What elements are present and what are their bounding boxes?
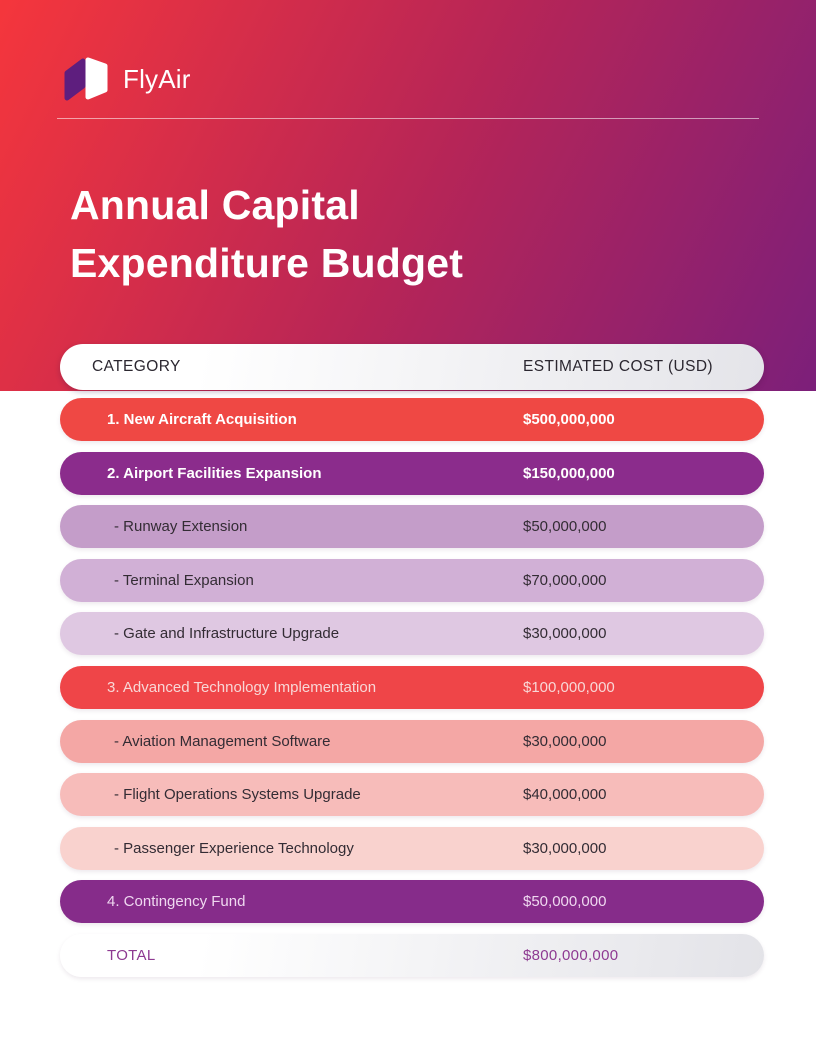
row-cost-value: $500,000,000	[523, 411, 615, 428]
header-divider-line	[57, 118, 759, 119]
row-cost-value: $70,000,000	[523, 571, 607, 589]
row-category-label: 1. New Aircraft Acquisition	[107, 411, 297, 428]
page-title-line-1: Annual Capital	[70, 182, 360, 228]
row-category-label: - Gate and Infrastructure Upgrade	[114, 625, 340, 643]
table-row: - Passenger Experience Technology $30,00…	[60, 826, 764, 870]
row-cost-value: $40,000,000	[523, 786, 607, 804]
row-cost-value: $30,000,000	[523, 732, 607, 750]
table-row: - Terminal Expansion $70,000,000	[60, 558, 764, 602]
row-cost-value: $150,000,000	[523, 464, 615, 482]
row-cost-value: $50,000,000	[523, 518, 607, 536]
row-cost-value: $100,000,000	[523, 678, 615, 696]
row-category-label: TOTAL	[107, 946, 156, 964]
budget-table-body: 1. New Aircraft Acquisition $500,000,000…	[60, 398, 764, 977]
page-title-line-2: Expenditure Budget	[70, 240, 464, 287]
row-category-label: - Aviation Management Software	[114, 732, 331, 750]
row-category-label: - Runway Extension	[114, 518, 248, 536]
row-category-label: - Flight Operations Systems Upgrade	[114, 786, 361, 804]
table-row: - Runway Extension $50,000,000	[60, 505, 764, 549]
table-header-row: CATEGORY ESTIMATED COST (USD)	[60, 344, 764, 390]
row-category-label: 2. Airport Facilities Expansion	[107, 464, 322, 482]
row-category-label: - Passenger Experience Technology	[114, 839, 354, 857]
row-category-label: - Terminal Expansion	[114, 571, 254, 589]
hero-banner: FlyAir Annual Capital Expenditure Budget	[0, 0, 816, 391]
table-row: 2. Airport Facilities Expansion $150,000…	[60, 451, 764, 495]
row-cost-value: $800,000,000	[523, 946, 619, 964]
table-row: - Gate and Infrastructure Upgrade $30,00…	[60, 612, 764, 656]
column-header-category: CATEGORY	[92, 358, 181, 375]
brand-name: FlyAir	[123, 63, 191, 94]
table-row: 4. Contingency Fund $50,000,000	[60, 880, 764, 924]
page-title: Annual Capital Expenditure Budget	[70, 176, 463, 292]
row-category-label: 4. Contingency Fund	[107, 893, 246, 911]
brand-header: FlyAir	[57, 54, 191, 104]
row-cost-value: $30,000,000	[523, 625, 607, 643]
table-row: 3. Advanced Technology Implementation $1…	[60, 665, 764, 709]
table-row: 1. New Aircraft Acquisition $500,000,000	[60, 398, 764, 441]
table-row: - Aviation Management Software $30,000,0…	[60, 719, 764, 763]
column-header-estimated-cost: ESTIMATED COST (USD)	[523, 358, 713, 375]
table-row-total: TOTAL $800,000,000	[60, 933, 764, 977]
row-cost-value: $50,000,000	[523, 893, 607, 911]
table-row: - Flight Operations Systems Upgrade $40,…	[60, 773, 764, 817]
row-category-label: 3. Advanced Technology Implementation	[107, 678, 377, 696]
flyair-logo-icon	[64, 57, 108, 101]
row-cost-value: $30,000,000	[523, 839, 607, 857]
